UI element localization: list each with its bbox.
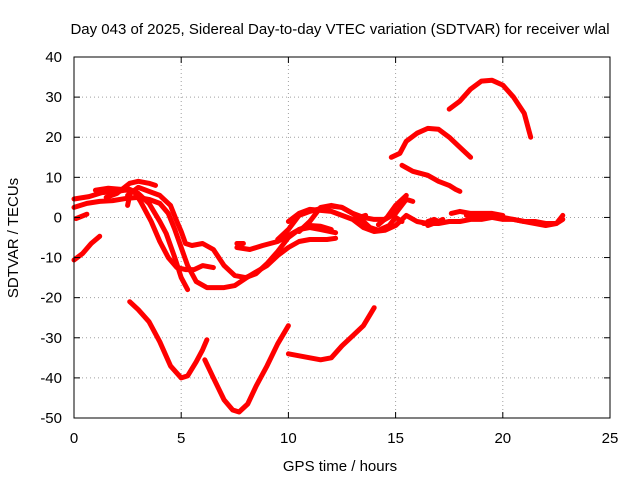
plot-frame bbox=[73, 56, 611, 419]
series-line-arc-23 bbox=[425, 219, 441, 228]
series-line-arc-01 bbox=[71, 233, 103, 263]
series-line-arc-18 bbox=[375, 192, 409, 228]
y-tick-label: 0 bbox=[54, 209, 62, 226]
series-line-arc-17 bbox=[354, 212, 369, 221]
y-tick-label: -30 bbox=[40, 330, 62, 347]
series-line-arc-14 bbox=[285, 206, 431, 234]
series-line-arc-26 bbox=[446, 77, 534, 140]
y-tick-label: -10 bbox=[40, 250, 62, 267]
series-line-arc-16 bbox=[285, 305, 377, 363]
series-line-arc-20 bbox=[399, 162, 463, 194]
series-line-arc-25 bbox=[448, 208, 506, 218]
axes: 0 5 10 15 20 25 -50 -40 -30 -20 -10 0 10 20 30 40 bbox=[40, 49, 618, 447]
y-tick-label: -20 bbox=[40, 290, 62, 307]
x-tick-label: 5 bbox=[177, 430, 185, 447]
y-tick-label: -40 bbox=[40, 370, 62, 387]
x-tick-label: 10 bbox=[280, 430, 297, 447]
series-line-arc-10 bbox=[202, 323, 291, 415]
x-tick-label: 0 bbox=[70, 430, 78, 447]
y-tick-label: 40 bbox=[45, 49, 62, 66]
y-tick-label: 20 bbox=[45, 129, 62, 146]
y-tick-label: 10 bbox=[45, 169, 62, 186]
series-layer bbox=[71, 77, 566, 415]
chart-title: Day 043 of 2025, Sidereal Day-to-day VTE… bbox=[70, 21, 609, 38]
y-tick-label: 30 bbox=[45, 89, 62, 106]
series-line-arc-19 bbox=[388, 125, 474, 160]
x-axis-label: GPS time / hours bbox=[283, 458, 397, 475]
x-tick-label: 20 bbox=[494, 430, 511, 447]
y-axis-label: SDTVAR / TECUs bbox=[5, 178, 22, 298]
x-tick-label: 25 bbox=[602, 430, 619, 447]
series-line-arc-03 bbox=[71, 194, 339, 291]
series-line-arc-11 bbox=[234, 223, 334, 252]
series-line-arc-09 bbox=[127, 299, 210, 381]
y-tick-label: -50 bbox=[40, 410, 62, 427]
series-line-arc-06 bbox=[103, 178, 158, 200]
series-line-arc-08 bbox=[125, 192, 133, 208]
grid bbox=[74, 57, 610, 418]
x-tick-label: 15 bbox=[387, 430, 404, 447]
series-line-arc-04 bbox=[71, 186, 191, 293]
